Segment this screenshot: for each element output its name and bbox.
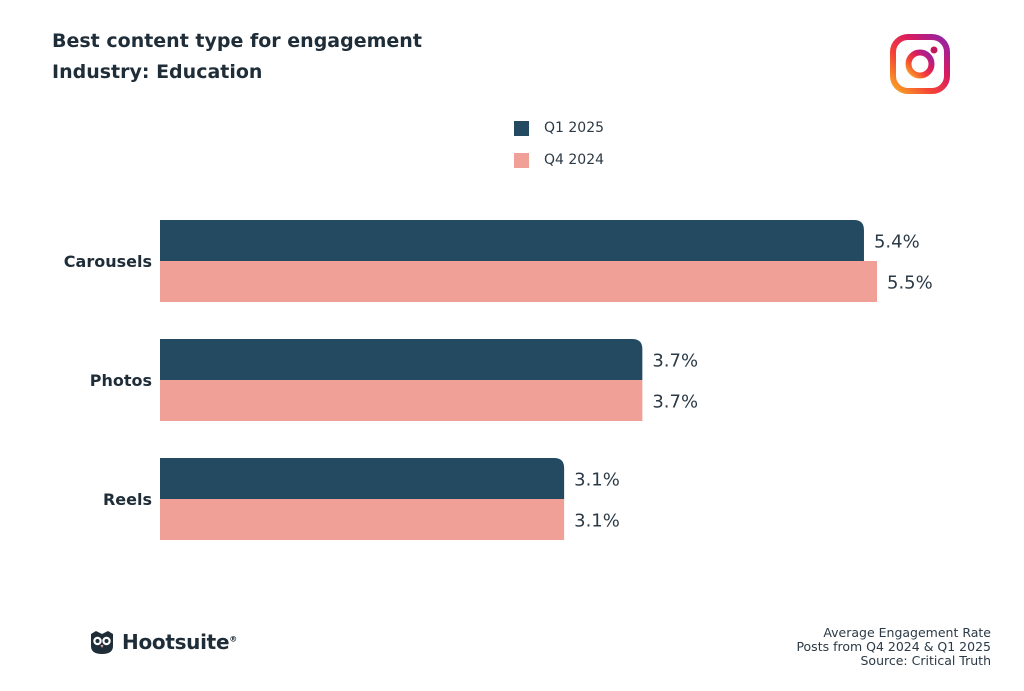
- data-label-q1-2025-carousels: 5.4%: [874, 232, 920, 253]
- legend-swatch-q4-2024: [514, 152, 529, 168]
- bar-q1-2025-photos: [160, 339, 643, 380]
- bar-q4-2024-photos: [160, 380, 643, 421]
- bar-q1-2025-carousels: [160, 220, 864, 261]
- data-label-q1-2025-reels: 3.1%: [574, 470, 620, 491]
- brand-name: Hootsuite®: [122, 630, 237, 654]
- data-label-q4-2024-carousels: 5.5%: [887, 273, 933, 294]
- chart-subtitle: Industry: Education: [52, 61, 263, 83]
- data-label-q4-2024-reels: 3.1%: [574, 511, 620, 532]
- registered-mark: ®: [229, 634, 237, 644]
- category-label-reels: Reels: [103, 490, 152, 509]
- data-label-q1-2025-photos: 3.7%: [652, 351, 698, 372]
- hootsuite-logo: Hootsuite®: [88, 628, 237, 656]
- chart-title: Best content type for engagement: [52, 30, 422, 52]
- footnote-source: Source: Critical Truth: [860, 653, 992, 668]
- legend-label-q4-2024: Q4 2024: [544, 152, 605, 168]
- legend-item-q4-2024: Q4 2024: [514, 150, 604, 170]
- footnote-metric: Average Engagement Rate: [823, 625, 991, 640]
- data-label-q4-2024-photos: 3.7%: [652, 392, 698, 413]
- legend-label-q1-2025: Q1 2025: [544, 120, 605, 136]
- category-label-carousels: Carousels: [64, 252, 152, 271]
- category-label-photos: Photos: [90, 371, 152, 390]
- bar-q4-2024-reels: [160, 499, 565, 540]
- legend-swatch-q1-2025: [514, 120, 529, 136]
- owl-icon: [91, 631, 113, 654]
- legend-item-q1-2025: Q1 2025: [514, 118, 604, 138]
- instagram-icon: [890, 34, 950, 94]
- footnote-period: Posts from Q4 2024 & Q1 2025: [796, 639, 991, 654]
- chart-legend: Q1 2025 Q4 2024: [514, 118, 604, 182]
- bar-q4-2024-carousels: [160, 261, 877, 302]
- bar-q1-2025-reels: [160, 458, 565, 499]
- chart-footnote: Average Engagement Rate Posts from Q4 20…: [796, 626, 991, 668]
